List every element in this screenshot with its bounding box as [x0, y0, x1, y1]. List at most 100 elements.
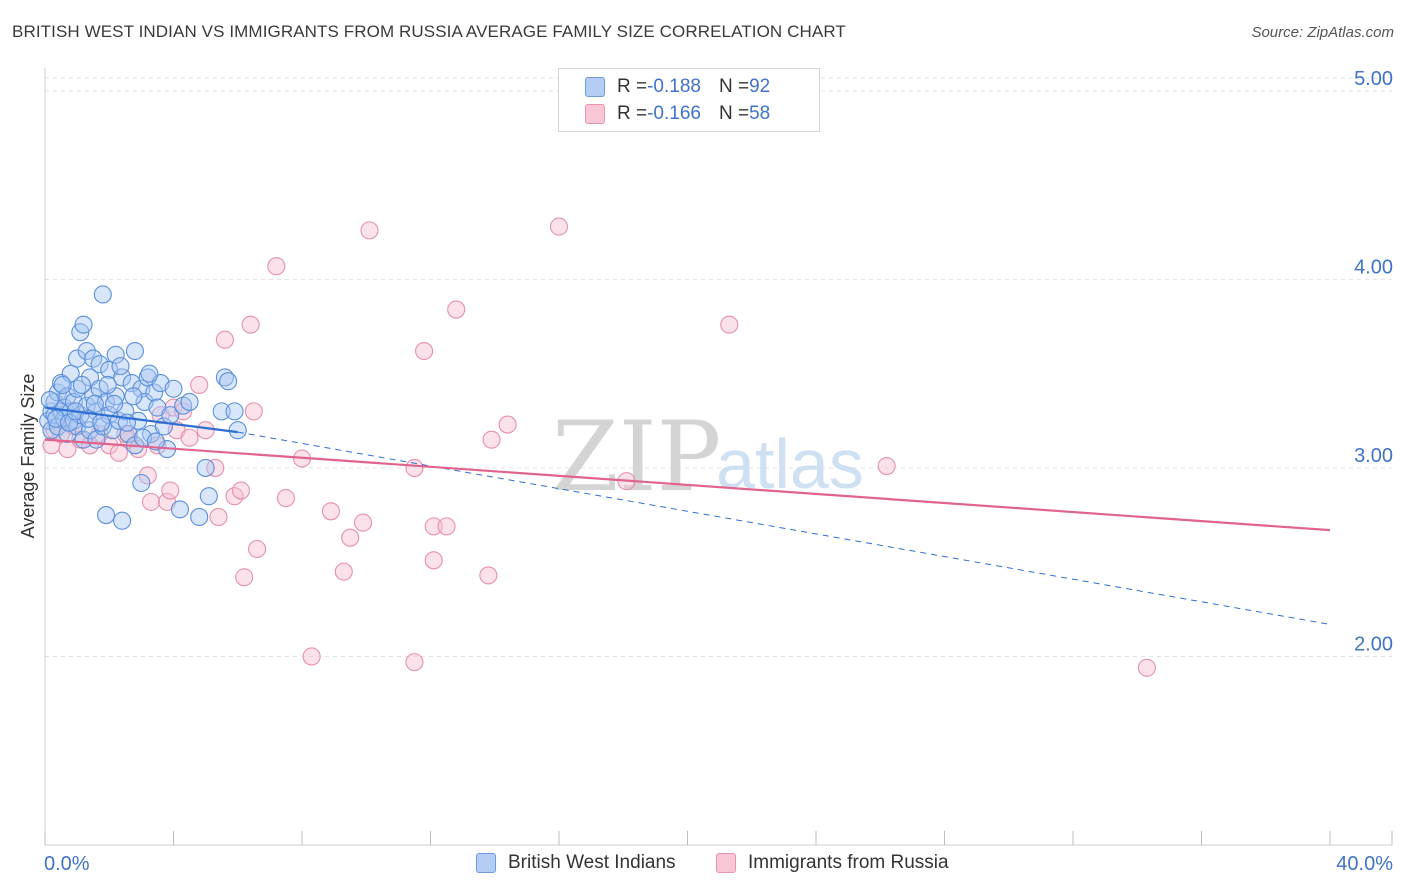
- stats-legend: R = -0.188 N = 92 R = -0.166 N = 58: [558, 68, 820, 132]
- pink-point: [180, 428, 199, 447]
- pink-point: [498, 415, 517, 434]
- legend-swatch-blue: [585, 77, 605, 97]
- pink-point: [360, 221, 379, 240]
- pink-point: [479, 566, 498, 585]
- pink-point: [405, 653, 424, 672]
- pink-point: [241, 315, 260, 334]
- legend-n-label: N =: [718, 76, 750, 97]
- legend-r-value-blue: -0.188: [647, 76, 701, 97]
- legend-r-value-pink: -0.166: [647, 103, 701, 124]
- pink-point: [276, 489, 295, 508]
- blue-point: [74, 430, 93, 449]
- trend-lines: [44, 406, 1331, 625]
- blue-point: [140, 364, 159, 383]
- pink-point: [161, 481, 180, 500]
- pink-point: [877, 456, 896, 476]
- pink-point: [424, 517, 443, 536]
- blue-point: [105, 394, 124, 413]
- blue-point: [228, 421, 247, 440]
- legend-n-value-blue: 92: [749, 76, 771, 97]
- legend-swatch-pink: [585, 104, 605, 124]
- blue-point: [85, 394, 104, 413]
- blue-point: [113, 368, 132, 387]
- legend-r-label: R =: [617, 103, 648, 124]
- y-tick-labels: 2.00 3.00 4.00 5.00: [1354, 68, 1393, 656]
- blue-point: [125, 341, 144, 361]
- legend-row-pink: R = -0.166 N = 58: [585, 102, 770, 126]
- blue-point: [170, 500, 189, 519]
- pink-point: [549, 217, 569, 236]
- series-label-pink: Immigrants from Russia: [748, 852, 949, 873]
- series-swatch-pink: [716, 853, 736, 873]
- blue-trend-line: [44, 406, 238, 434]
- pink-point: [447, 300, 466, 319]
- pink-point: [720, 315, 739, 334]
- pink-point: [141, 492, 161, 511]
- series-swatch-blue: [476, 853, 496, 873]
- blue-point: [119, 424, 138, 444]
- blue-point: [40, 391, 59, 410]
- blue-point: [225, 402, 244, 421]
- watermark-zip: ZIP: [552, 401, 721, 513]
- pink-point: [334, 562, 353, 581]
- legend-n-value-pink: 58: [749, 103, 771, 124]
- legend-n-label: N =: [718, 103, 750, 124]
- blue-point: [145, 383, 164, 402]
- blue-point: [219, 372, 238, 391]
- pink-point: [190, 375, 209, 395]
- blue-point: [72, 375, 91, 395]
- blue-point: [124, 387, 143, 406]
- legend-row-blue: R = -0.188 N = 92: [585, 75, 770, 99]
- blue-point: [74, 315, 93, 334]
- y-tick-label: 2.00: [1354, 633, 1393, 655]
- series-label-blue: British West Indians: [508, 852, 676, 873]
- pink-point: [415, 341, 434, 361]
- blue-point: [60, 413, 79, 432]
- pink-point: [247, 539, 267, 559]
- blue-point: [164, 379, 183, 398]
- y-axis-label: Average Family Size: [18, 374, 38, 539]
- x-tick-labels: 0.0% 40.0%: [44, 853, 1393, 875]
- blue-point: [92, 413, 111, 432]
- blue-point: [53, 375, 72, 395]
- pink-point: [302, 647, 321, 666]
- pink-point: [321, 502, 340, 521]
- chart-title: BRITISH WEST INDIAN VS IMMIGRANTS FROM R…: [12, 22, 846, 41]
- pink-point: [231, 481, 251, 500]
- pink-point: [267, 257, 286, 276]
- blue-trend-extension: [237, 431, 1331, 625]
- y-tick-label: 4.00: [1354, 256, 1393, 278]
- legend-r-label: R =: [617, 76, 648, 97]
- blue-point: [196, 458, 215, 477]
- blue-point: [58, 424, 77, 444]
- blue-point: [180, 392, 199, 411]
- blue-point: [111, 357, 130, 376]
- blue-point: [48, 417, 67, 436]
- x-tick-label-max: 40.0%: [1336, 853, 1393, 875]
- pink-trend-line: [44, 438, 1331, 532]
- blue-point: [90, 355, 109, 374]
- pink-point: [235, 568, 254, 587]
- pink-point: [196, 421, 215, 440]
- series-legend-pink: Immigrants from Russia: [716, 852, 949, 874]
- pink-point: [437, 517, 456, 536]
- axes: [44, 68, 1393, 846]
- blue-point: [68, 349, 87, 368]
- pink-point: [482, 430, 501, 449]
- pink-point: [138, 466, 157, 485]
- watermark: ZIP atlas: [552, 401, 864, 513]
- x-tick-label-min: 0.0%: [44, 853, 90, 875]
- y-tick-label: 5.00: [1354, 68, 1393, 90]
- watermark-atlas: atlas: [716, 425, 864, 503]
- blue-point: [146, 432, 165, 451]
- pink-point: [244, 402, 263, 421]
- pink-point: [215, 330, 234, 349]
- pink-point: [206, 458, 225, 477]
- pink-point: [424, 551, 443, 570]
- blue-point: [113, 511, 132, 530]
- y-tick-label: 3.00: [1354, 445, 1393, 467]
- blue-point: [199, 487, 218, 506]
- blue-point: [77, 341, 96, 361]
- blue-point: [212, 402, 231, 421]
